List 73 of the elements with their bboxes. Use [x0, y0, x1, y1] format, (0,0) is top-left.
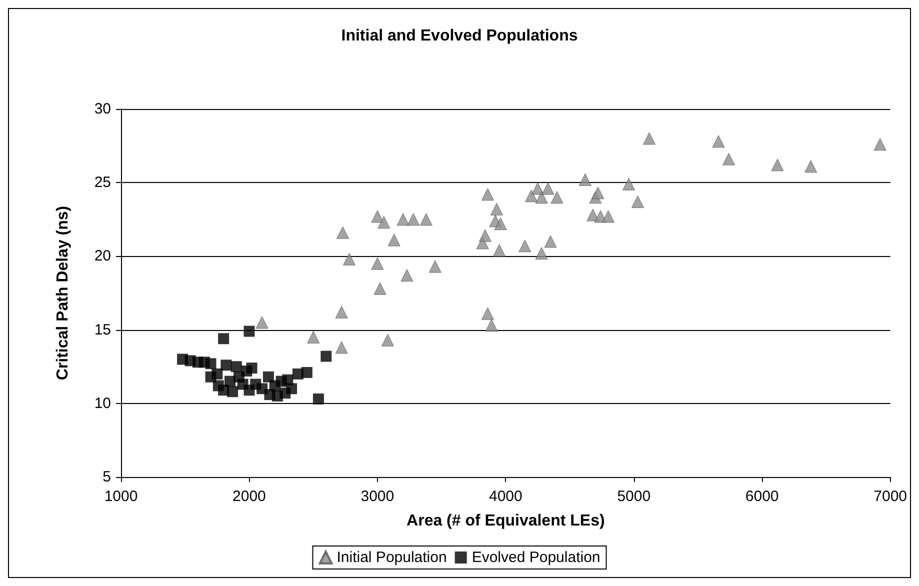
legend-label: Evolved Population [472, 549, 600, 566]
point [542, 182, 554, 195]
point [535, 247, 548, 260]
point [320, 350, 332, 362]
point [544, 235, 557, 248]
point [407, 213, 420, 226]
point [481, 307, 494, 320]
y-tick-label: 15 [94, 321, 111, 338]
point [428, 260, 442, 273]
point [205, 358, 216, 370]
x-tick-label: 7000 [874, 488, 908, 505]
point [371, 210, 384, 223]
point [592, 186, 604, 200]
point [771, 158, 784, 172]
y-tick-label: 5 [102, 468, 111, 486]
x-tick-label: 4000 [488, 488, 522, 505]
point [220, 360, 232, 371]
point [494, 218, 507, 230]
point [378, 216, 390, 229]
point [286, 383, 298, 394]
y-axis-title: Critical Path Delay (ns) [54, 206, 72, 380]
x-tick-label: 3000 [360, 488, 394, 505]
point [631, 195, 644, 208]
x-tick-label: 2000 [232, 488, 266, 505]
x-tick-label: 5000 [617, 488, 651, 505]
point [307, 330, 320, 344]
point [342, 252, 356, 266]
point [388, 234, 400, 246]
point [374, 282, 386, 295]
point [712, 135, 725, 148]
point [485, 319, 498, 332]
point [400, 269, 414, 282]
point [804, 160, 818, 173]
point [218, 333, 230, 344]
point [490, 202, 503, 216]
point [722, 152, 736, 166]
point [622, 178, 635, 190]
point [301, 366, 312, 378]
point [335, 306, 348, 318]
point [371, 257, 384, 270]
point [420, 213, 432, 226]
x-tick-label: 1000 [104, 488, 138, 505]
point [336, 226, 350, 239]
point [518, 240, 532, 252]
point [481, 188, 494, 201]
y-tick-label: 30 [94, 100, 111, 118]
point [256, 316, 268, 329]
point [478, 229, 492, 242]
point [335, 341, 348, 354]
y-tick-label: 20 [94, 248, 111, 265]
point [874, 138, 886, 151]
x-tick-label: 6000 [745, 488, 779, 505]
point [244, 326, 255, 337]
point [550, 191, 564, 204]
point [396, 213, 410, 226]
y-tick-label: 10 [94, 394, 111, 412]
x-axis-title: Area (# of Equivalent LEs) [406, 512, 605, 530]
point [262, 371, 274, 382]
point [643, 132, 656, 145]
point [312, 393, 324, 404]
point [246, 362, 258, 374]
point [212, 368, 223, 380]
legend-label: Initial Population [336, 549, 447, 566]
point [230, 361, 242, 372]
y-tick-label: 25 [94, 174, 111, 192]
point [535, 191, 548, 204]
point [227, 386, 238, 398]
point [492, 244, 506, 257]
point [381, 334, 394, 346]
point [578, 173, 592, 186]
point [602, 210, 614, 223]
point [525, 190, 538, 202]
chart-title: Initial and Evolved Populations [341, 28, 578, 44]
